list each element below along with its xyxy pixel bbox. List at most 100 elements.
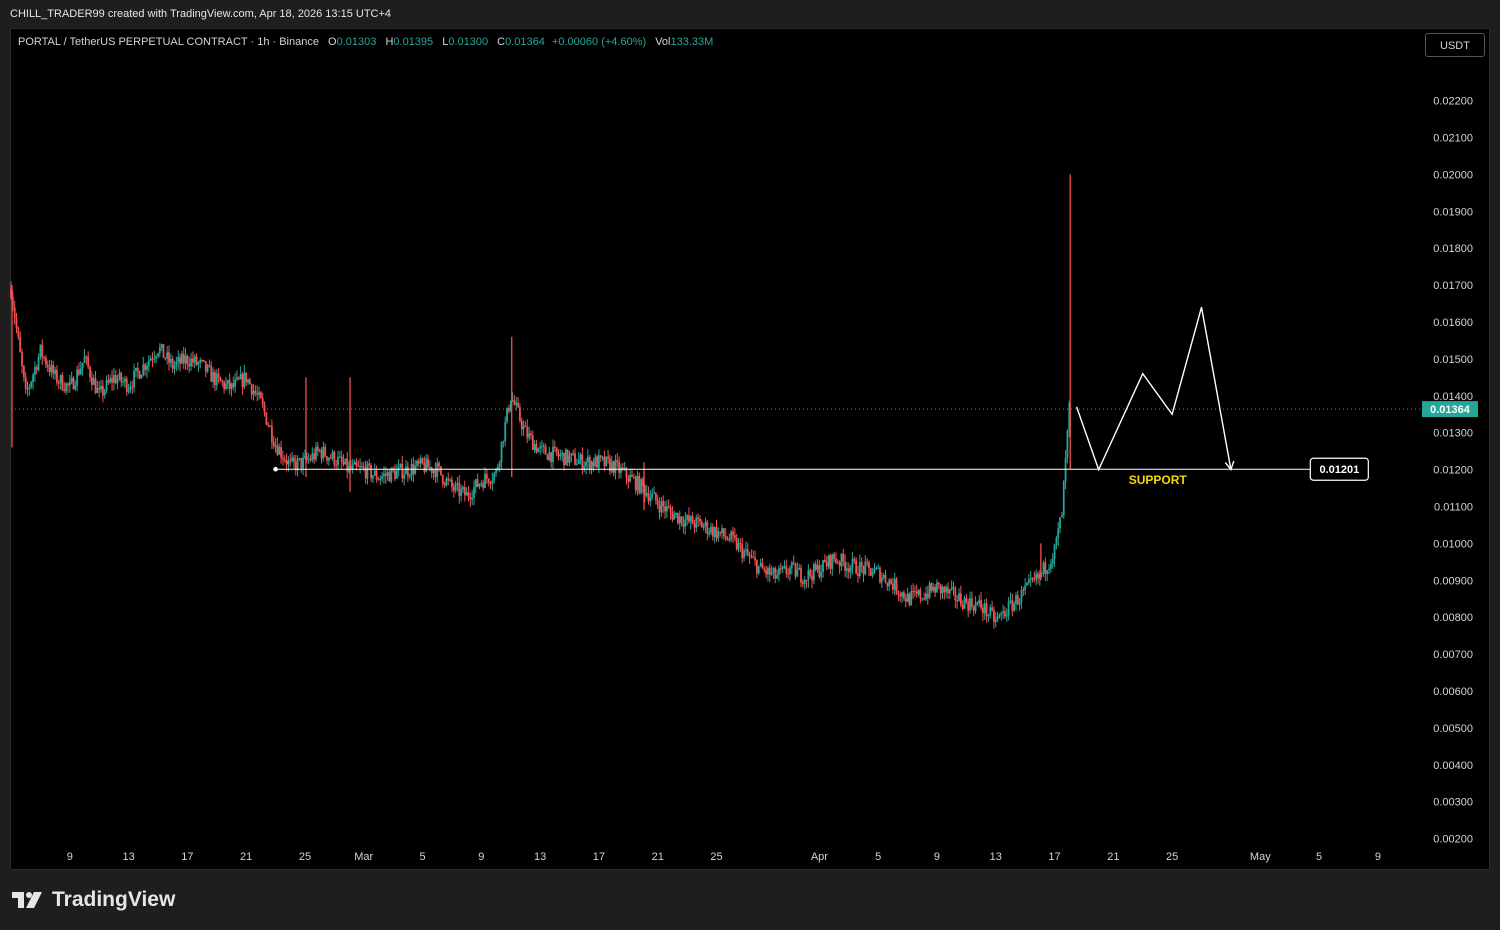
candle-body bbox=[52, 364, 55, 374]
candle-body bbox=[109, 378, 112, 383]
candle-body bbox=[590, 461, 593, 470]
high-label: H bbox=[385, 36, 394, 48]
candle-body bbox=[304, 456, 306, 458]
candle bbox=[772, 567, 775, 579]
candle-body bbox=[98, 388, 101, 390]
candle-body bbox=[377, 479, 380, 481]
candle bbox=[662, 495, 665, 514]
candle bbox=[686, 513, 689, 526]
candle bbox=[348, 461, 350, 474]
candle bbox=[83, 349, 86, 363]
currency-selector[interactable]: USDT bbox=[1425, 33, 1485, 57]
candle bbox=[669, 504, 672, 520]
candle-body bbox=[544, 446, 547, 455]
candle-body bbox=[405, 466, 407, 475]
candle bbox=[974, 596, 977, 614]
candle-body bbox=[904, 598, 907, 602]
candle bbox=[85, 355, 88, 365]
candle bbox=[191, 351, 194, 368]
brand[interactable]: TradingView bbox=[12, 888, 175, 912]
candle bbox=[530, 430, 532, 440]
candle-body bbox=[838, 562, 841, 566]
candle-body bbox=[857, 573, 859, 576]
candle bbox=[879, 565, 881, 585]
candle bbox=[702, 523, 705, 531]
candle bbox=[168, 345, 170, 371]
candle bbox=[789, 565, 791, 582]
candle-body bbox=[882, 575, 885, 578]
candle bbox=[184, 348, 187, 370]
candle bbox=[730, 530, 733, 542]
candle bbox=[603, 450, 606, 472]
candle bbox=[329, 454, 332, 460]
candle-body bbox=[160, 344, 163, 348]
candle-body bbox=[869, 568, 872, 576]
candle bbox=[1029, 571, 1032, 587]
candle-body bbox=[893, 578, 896, 590]
candle bbox=[502, 440, 505, 448]
candle-body bbox=[936, 582, 938, 593]
candle bbox=[524, 421, 527, 427]
candle bbox=[368, 458, 371, 471]
candle-body bbox=[1051, 558, 1054, 564]
candle bbox=[180, 350, 183, 365]
x-tick-label: 9 bbox=[1375, 851, 1381, 863]
candle-body bbox=[344, 458, 347, 465]
candle-body bbox=[283, 459, 286, 461]
candle-body bbox=[579, 454, 582, 460]
candle-body bbox=[654, 492, 657, 501]
candle-body bbox=[59, 375, 62, 383]
candle bbox=[759, 558, 762, 568]
candle-body bbox=[342, 462, 345, 465]
candle-body bbox=[465, 492, 468, 496]
candle-body bbox=[173, 365, 176, 369]
candle-body bbox=[28, 386, 31, 389]
candle-body bbox=[660, 501, 663, 513]
candle bbox=[447, 472, 450, 486]
candle bbox=[111, 370, 113, 391]
candle-body bbox=[588, 456, 591, 470]
chart-frame[interactable] bbox=[10, 28, 1490, 870]
last-price-label: 0.01364 bbox=[1430, 404, 1471, 416]
candle bbox=[632, 473, 635, 479]
candle-body bbox=[234, 379, 237, 388]
symbol-title[interactable]: PORTAL / TetherUS PERPETUAL CONTRACT · 1… bbox=[18, 36, 319, 48]
candle bbox=[948, 588, 951, 599]
candle-body bbox=[463, 487, 466, 496]
candle-body bbox=[1007, 601, 1010, 616]
candle bbox=[54, 366, 56, 380]
candle bbox=[133, 363, 135, 393]
candle bbox=[282, 450, 284, 466]
candle bbox=[13, 300, 16, 325]
candle-body bbox=[302, 457, 305, 469]
candle bbox=[452, 482, 455, 498]
candle bbox=[711, 523, 714, 541]
candle-body bbox=[621, 467, 624, 470]
x-tick-label: 21 bbox=[240, 851, 252, 863]
candle bbox=[649, 490, 652, 507]
candle bbox=[754, 550, 756, 566]
candle-body bbox=[583, 466, 586, 470]
candle-body bbox=[934, 586, 937, 593]
candle bbox=[375, 465, 378, 483]
candle bbox=[1068, 400, 1071, 437]
candle bbox=[443, 481, 446, 489]
candle bbox=[21, 348, 23, 374]
candle-body bbox=[860, 562, 863, 567]
candle bbox=[122, 377, 124, 387]
candle-body bbox=[1027, 579, 1030, 584]
candle bbox=[1035, 569, 1038, 586]
candle bbox=[847, 562, 850, 579]
y-tick-label: 0.01800 bbox=[1433, 243, 1473, 255]
candle bbox=[423, 456, 426, 475]
candle bbox=[1009, 592, 1012, 605]
y-tick-label: 0.01400 bbox=[1433, 391, 1473, 403]
low-label: L bbox=[442, 36, 449, 48]
candle bbox=[684, 511, 687, 535]
candle-body bbox=[322, 446, 325, 459]
candle-body bbox=[186, 355, 189, 364]
candle-body bbox=[100, 385, 102, 390]
candle bbox=[239, 366, 242, 380]
candle bbox=[774, 566, 777, 584]
